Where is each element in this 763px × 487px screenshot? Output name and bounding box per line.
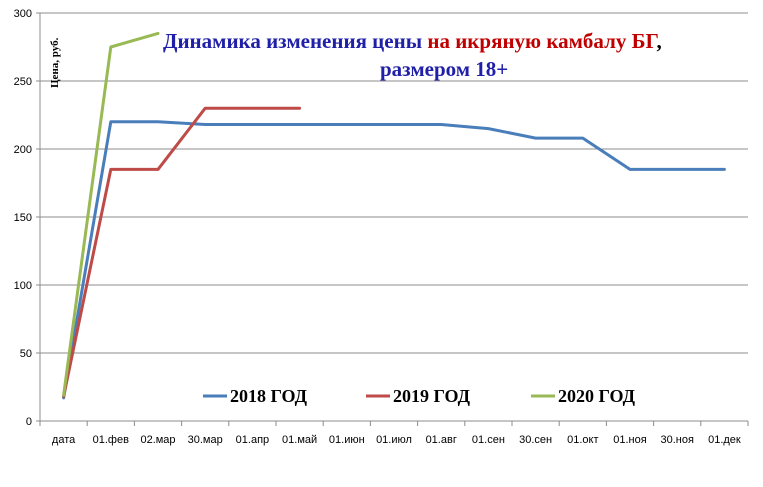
xtick-label: 01.дек — [708, 434, 741, 446]
series-line-1 — [62, 120, 726, 400]
xtick-label: 30.ноя — [660, 434, 693, 446]
xtick-label: 01.окт — [567, 434, 598, 446]
legend-label-1: 2018 ГОД — [230, 386, 308, 406]
x-tick-labels: дата 01.фев 02.мар 30.мар 01.апр 01.май 01.июн… — [52, 434, 741, 446]
axes — [36, 12, 749, 426]
y-axis-label: Цена, руб. — [49, 37, 61, 88]
xtick-label: 01.фев — [93, 434, 129, 446]
ytick-label-50: 50 — [20, 348, 32, 360]
series-line-3 — [62, 31, 160, 397]
xtick-label: 01.ноя — [613, 434, 646, 446]
grid-lines — [40, 12, 748, 354]
title-part-blue: Динамика изменения цены — [163, 29, 427, 53]
chart-title: Динамика изменения цены на икряную камба… — [163, 29, 662, 53]
series-line-2 — [62, 106, 302, 398]
xtick-label: 30.сен — [519, 434, 552, 446]
ytick-label-100: 100 — [14, 280, 32, 292]
xtick-label: 01.сен — [472, 434, 505, 446]
legend-label-2: 2019 ГОД — [393, 386, 471, 406]
ytick-label-200: 200 — [14, 144, 32, 156]
xtick-label: дата — [52, 434, 76, 446]
xtick-label: 01.июл — [376, 434, 412, 446]
title-part-red: на икряную камбалу БГ — [427, 29, 658, 53]
ytick-label-250: 250 — [14, 76, 32, 88]
series-lines — [62, 31, 726, 400]
ytick-label-300: 300 — [14, 8, 32, 20]
legend-label-3: 2020 ГОД — [558, 386, 636, 406]
ytick-label-0: 0 — [26, 416, 32, 428]
xtick-label: 01.авг — [426, 434, 457, 446]
ytick-label-150: 150 — [14, 212, 32, 224]
chart-subtitle: размером 18+ — [380, 57, 508, 81]
y-tick-labels: 0 50 100 150 200 250 300 — [14, 8, 32, 428]
xtick-label: 01.апр — [236, 434, 269, 446]
xtick-label: 02.мар — [140, 434, 175, 446]
xtick-label: 01.май — [282, 434, 317, 446]
xtick-label: 01.июн — [329, 434, 365, 446]
xtick-label: 30.мар — [188, 434, 223, 446]
title-part-comma: , — [657, 29, 662, 53]
legend: 2018 ГОД 2019 ГОД 2020 ГОД — [203, 386, 636, 406]
